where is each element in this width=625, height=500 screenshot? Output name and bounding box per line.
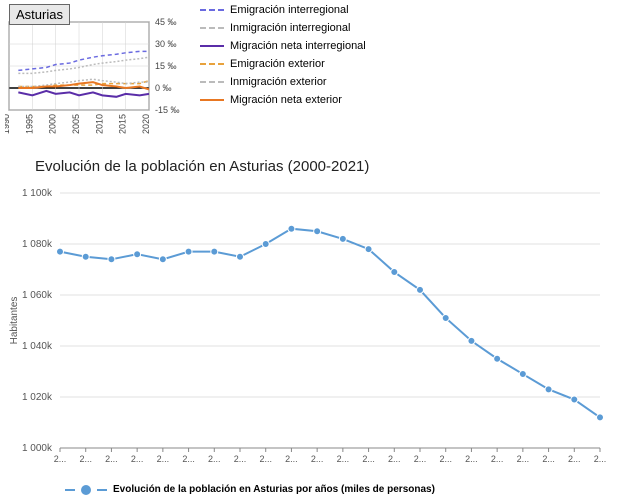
- svg-text:2005: 2005: [71, 114, 81, 134]
- legend-line-icon: [200, 27, 224, 29]
- svg-text:0 ‰: 0 ‰: [155, 83, 172, 93]
- svg-text:1 060k: 1 060k: [22, 290, 53, 301]
- main-chart-svg: 1 000k 1 020k 1 040k 1 060k 1 080k 1 100k Habi…: [5, 183, 615, 473]
- svg-text:2...: 2...: [568, 454, 581, 464]
- population-chart: Evolución de la población en Asturias (2…: [5, 158, 625, 495]
- legend-label: Migración neta exterior: [230, 94, 342, 106]
- svg-text:-15 ‰: -15 ‰: [155, 105, 180, 115]
- legend-item: Inmigración exterior: [200, 76, 366, 88]
- legend-line-icon: [200, 45, 224, 47]
- legend-item: Migración neta exterior: [200, 94, 366, 106]
- svg-text:Habitantes: Habitantes: [9, 297, 20, 345]
- svg-text:2...: 2...: [54, 454, 67, 464]
- legend-label: Inmigración interregional: [230, 22, 350, 34]
- svg-text:1990: 1990: [5, 114, 11, 134]
- svg-text:1 020k: 1 020k: [22, 392, 53, 403]
- svg-text:2...: 2...: [234, 454, 247, 464]
- legend-line-icon: [200, 9, 224, 11]
- legend-line-icon: [200, 99, 224, 101]
- svg-text:1 100k: 1 100k: [22, 188, 53, 199]
- svg-text:2...: 2...: [439, 454, 452, 464]
- legend-label: Inmigración exterior: [230, 76, 327, 88]
- top-chart-legend: Emigración interregional Inmigración inte…: [200, 4, 366, 112]
- legend-line-icon: [200, 81, 224, 83]
- svg-text:2...: 2...: [105, 454, 118, 464]
- svg-text:2...: 2...: [491, 454, 504, 464]
- svg-text:2...: 2...: [79, 454, 92, 464]
- svg-text:1 000k: 1 000k: [22, 443, 53, 454]
- top-chart-title: Asturias: [9, 4, 70, 25]
- svg-text:1 040k: 1 040k: [22, 341, 53, 352]
- legend-label: Emigración exterior: [230, 58, 325, 70]
- legend-line-icon: [97, 489, 107, 491]
- legend-item: Emigración exterior: [200, 58, 366, 70]
- svg-text:1995: 1995: [24, 114, 34, 134]
- main-legend-label: Evolución de la población en Asturias po…: [113, 484, 435, 495]
- legend-line-icon: [65, 489, 75, 491]
- svg-text:2...: 2...: [465, 454, 478, 464]
- legend-label: Emigración interregional: [230, 4, 349, 16]
- legend-item: Migración neta interregional: [200, 40, 366, 52]
- svg-text:30 ‰: 30 ‰: [155, 39, 177, 49]
- legend-item: Inmigración interregional: [200, 22, 366, 34]
- svg-text:2...: 2...: [208, 454, 221, 464]
- svg-text:2...: 2...: [182, 454, 195, 464]
- svg-text:45 ‰: 45 ‰: [155, 17, 177, 27]
- legend-item: Emigración interregional: [200, 4, 366, 16]
- svg-text:2000: 2000: [48, 114, 58, 134]
- svg-text:2010: 2010: [94, 114, 104, 134]
- top-migration-chart: Asturias -15 ‰ 0 ‰ 15 ‰ 30 ‰ 45 ‰ 1990 1995 200…: [5, 0, 435, 150]
- legend-marker-icon: [81, 485, 91, 495]
- svg-text:2...: 2...: [337, 454, 350, 464]
- svg-text:1 080k: 1 080k: [22, 239, 53, 250]
- svg-text:2...: 2...: [362, 454, 375, 464]
- svg-text:2...: 2...: [285, 454, 298, 464]
- legend-label: Migración neta interregional: [230, 40, 366, 52]
- svg-text:2...: 2...: [517, 454, 530, 464]
- svg-text:2015: 2015: [118, 114, 128, 134]
- svg-text:2...: 2...: [594, 454, 607, 464]
- main-chart-legend: Evolución de la población en Asturias po…: [65, 484, 625, 495]
- svg-text:2...: 2...: [311, 454, 324, 464]
- svg-text:2...: 2...: [259, 454, 272, 464]
- svg-text:2...: 2...: [414, 454, 427, 464]
- main-chart-title: Evolución de la población en Asturias (2…: [35, 158, 625, 175]
- svg-text:2...: 2...: [542, 454, 555, 464]
- svg-text:2...: 2...: [388, 454, 401, 464]
- svg-text:2020: 2020: [141, 114, 151, 134]
- svg-text:2...: 2...: [157, 454, 170, 464]
- legend-line-icon: [200, 63, 224, 65]
- svg-text:15 ‰: 15 ‰: [155, 61, 177, 71]
- svg-text:2...: 2...: [131, 454, 144, 464]
